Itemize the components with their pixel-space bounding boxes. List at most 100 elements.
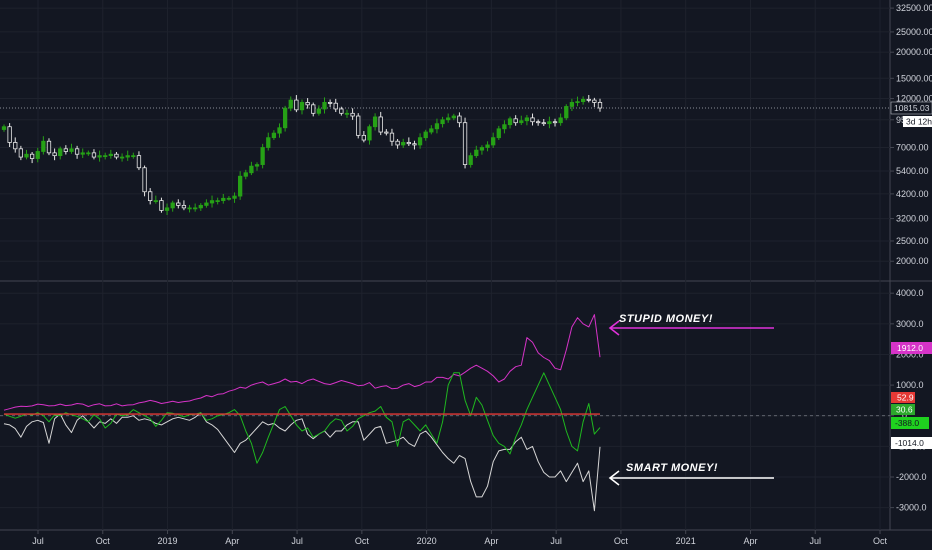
candle-body: [586, 98, 591, 101]
candle-body: [446, 117, 451, 121]
candle-body: [389, 132, 395, 142]
time-tick-label: 2019: [158, 536, 178, 546]
candle-body: [468, 155, 473, 165]
candlestick-series: [1, 94, 603, 215]
indicator-tick-label: 4000.0: [896, 288, 924, 298]
candle-body: [395, 140, 400, 146]
candle-body: [97, 155, 102, 158]
price-tick-label: 5400.00: [896, 166, 929, 176]
candle-body: [513, 118, 518, 124]
candle-body: [569, 102, 575, 107]
candle-body: [58, 148, 63, 157]
candle-body: [536, 121, 541, 124]
time-tick-label: Oct: [873, 536, 888, 546]
candle-body: [215, 200, 220, 203]
candle-body: [384, 131, 389, 134]
red-line-value-box: [891, 392, 915, 403]
candle-body: [367, 126, 372, 141]
candle-body: [485, 144, 490, 148]
red-line-value: 52.9: [897, 393, 914, 403]
time-axis-ticks: Jul Oct 2019 Apr Jul Oct 2020 Apr Jul Oct 2021 Apr J…: [32, 530, 887, 546]
candle-body: [299, 102, 305, 111]
candle-body: [406, 142, 411, 145]
candle-body: [260, 147, 265, 165]
smart-money-value-box: [891, 437, 932, 449]
candle-body: [333, 102, 338, 110]
smart-money-annotation: SMART MONEY!: [608, 462, 774, 486]
candle-body: [530, 117, 535, 123]
price-tick-label: 3200.00: [896, 214, 929, 224]
candle-body: [148, 191, 153, 202]
smart-money-label: SMART MONEY!: [626, 462, 718, 474]
indicator-value-tags: 1912.0 52.9 30.6 -388.0 -1014.0: [891, 342, 932, 449]
candle-body: [153, 200, 158, 203]
stupid-money-value-box: [891, 342, 932, 354]
candle-body: [119, 156, 125, 159]
candle-body: [541, 122, 546, 125]
candle-body: [429, 128, 434, 133]
candle-body: [221, 197, 226, 202]
stupid-money-label: STUPID MONEY!: [619, 313, 713, 325]
candle-body: [142, 167, 147, 193]
candle-body: [491, 137, 496, 146]
candle-body: [282, 107, 288, 129]
price-tick-label: 25000.00: [896, 27, 932, 37]
indicator-tick-label: 2000.0: [896, 349, 924, 359]
candle-body: [254, 164, 260, 167]
candle-body: [344, 112, 350, 115]
countdown-tag-box: [903, 116, 932, 127]
candle-body: [372, 116, 378, 128]
candle-body: [457, 115, 462, 124]
green-line-value-box: [891, 417, 929, 429]
candle-body: [91, 152, 97, 158]
price-tag: 10815.03 3d 12h: [890, 101, 932, 127]
candle-body: [580, 98, 586, 103]
price-tick-label: 12000.00: [896, 94, 932, 104]
candle-body: [249, 165, 254, 174]
candle-body: [462, 122, 468, 165]
candle-body: [502, 124, 507, 130]
candle-body: [496, 128, 501, 139]
time-tick-label: Jul: [291, 536, 303, 546]
candle-body: [24, 153, 29, 158]
candle-body: [361, 134, 366, 141]
price-tick-label: 7000.00: [896, 142, 929, 152]
candle-body: [277, 127, 282, 134]
candle-body: [1, 126, 7, 130]
candle-body: [378, 116, 383, 133]
indicator-tick-label: 0: [902, 411, 907, 421]
time-tick-label: 2020: [417, 536, 437, 546]
candle-body: [63, 148, 68, 152]
candle-body: [204, 202, 209, 206]
time-tick-label: Oct: [614, 536, 629, 546]
green-a-value-box: [891, 404, 915, 415]
candle-body: [86, 152, 91, 155]
price-tag-box: [890, 101, 932, 115]
candle-body: [198, 204, 203, 209]
candle-body: [7, 126, 12, 143]
time-tick-label: Oct: [355, 536, 370, 546]
candle-body: [243, 172, 248, 177]
candle-body: [238, 175, 243, 197]
candle-body: [52, 152, 57, 157]
candle-body: [592, 99, 597, 103]
candle-body: [552, 121, 558, 124]
candle-body: [322, 102, 327, 110]
stupid-money-annotation: STUPID MONEY!: [608, 313, 774, 336]
candle-body: [305, 102, 310, 106]
candle-body: [423, 131, 428, 139]
candle-body: [69, 148, 74, 152]
time-tick-label: Jul: [809, 536, 821, 546]
candle-body: [401, 142, 406, 146]
candle-body: [46, 140, 52, 154]
candle-body: [271, 132, 277, 139]
candle-body: [13, 142, 18, 150]
candle-body: [440, 119, 445, 125]
candle-body: [35, 151, 40, 159]
candle-body: [350, 112, 355, 117]
candle-body: [575, 101, 580, 104]
stupid-money-value: 1912.0: [897, 343, 923, 353]
price-tick-label: 20000.00: [896, 47, 932, 57]
candle-body: [474, 149, 479, 157]
